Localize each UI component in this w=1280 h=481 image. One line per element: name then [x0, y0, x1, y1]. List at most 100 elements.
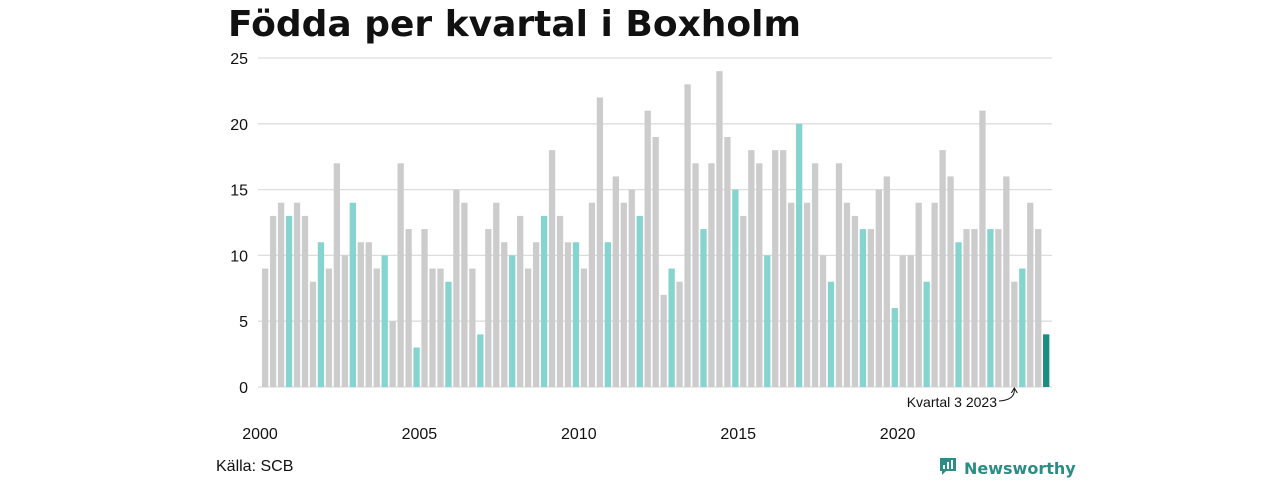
bar [477, 334, 484, 387]
bar [1035, 229, 1042, 387]
bar [971, 229, 978, 387]
y-tick-label: 15 [230, 183, 248, 200]
bar [429, 268, 436, 387]
bar [285, 215, 293, 387]
bar [309, 281, 317, 387]
bar [293, 202, 301, 387]
bar [1043, 334, 1050, 387]
bar [341, 255, 348, 387]
bar [317, 242, 325, 387]
bar [636, 215, 643, 387]
bar [803, 202, 811, 387]
x-tick-label: 2015 [720, 426, 756, 443]
bar [987, 229, 994, 387]
bar [772, 150, 779, 387]
bar [883, 176, 890, 387]
bar [509, 255, 516, 387]
bar [262, 268, 269, 387]
bar [788, 202, 795, 387]
bar [700, 229, 707, 387]
chart-title: Födda per kvartal i Boxholm [228, 4, 802, 45]
bar [756, 163, 763, 387]
y-tick-label: 25 [230, 51, 248, 68]
bar [301, 215, 309, 387]
bar [859, 229, 867, 387]
brand: Newsworthy [938, 456, 1076, 481]
y-tick-label: 10 [230, 248, 248, 265]
bar [469, 268, 476, 387]
bar [333, 163, 341, 387]
bar [620, 202, 627, 387]
bar [915, 202, 922, 387]
bar [349, 202, 356, 387]
bar [795, 123, 803, 388]
bar [389, 321, 396, 387]
bar [437, 268, 444, 387]
bar [405, 229, 412, 387]
bar [851, 215, 859, 387]
bar [365, 242, 372, 387]
bar [963, 229, 970, 387]
bar [588, 202, 596, 387]
bar [525, 268, 532, 387]
bar [668, 268, 675, 387]
bar [891, 308, 898, 387]
bar [732, 189, 739, 387]
bar [1019, 268, 1026, 387]
bar [269, 215, 277, 387]
bar [532, 242, 540, 387]
bar [1027, 202, 1034, 387]
bar [572, 242, 580, 387]
bar [835, 163, 843, 387]
bar [979, 110, 986, 387]
bar [461, 202, 468, 387]
annotation-arrow [998, 388, 1015, 402]
annotation-label: Kvartal 3 2023 [907, 394, 997, 410]
bar [453, 189, 460, 387]
bar [445, 281, 452, 387]
bar [277, 202, 285, 387]
bar [397, 163, 404, 387]
bars [262, 71, 1050, 388]
bar [373, 268, 380, 387]
y-tick-label: 0 [239, 380, 248, 397]
bar [580, 268, 588, 387]
bar [811, 163, 819, 387]
y-tick-label: 5 [239, 314, 248, 331]
bar [867, 229, 875, 387]
bar [556, 215, 564, 387]
bar [644, 110, 651, 387]
bar [947, 176, 954, 387]
bar [923, 281, 930, 387]
bar [939, 150, 946, 387]
bar [540, 215, 548, 387]
annotation: Kvartal 3 2023 [907, 387, 1018, 410]
bar [780, 150, 787, 387]
bar [660, 294, 667, 387]
bar [748, 150, 755, 387]
bar [995, 229, 1002, 387]
bar [1003, 176, 1010, 387]
bar [1011, 281, 1018, 387]
bar [357, 242, 364, 387]
x-tick-label: 2000 [242, 426, 278, 443]
newsworthy-logo-icon [938, 456, 958, 481]
bar [827, 281, 835, 387]
bar [684, 84, 691, 387]
bar [955, 242, 962, 387]
bar [501, 242, 508, 387]
annotation-arrowhead [1010, 387, 1018, 394]
bar [421, 229, 428, 387]
bar [493, 202, 500, 387]
bar [907, 255, 914, 387]
bar [875, 189, 882, 387]
bar [604, 242, 612, 387]
bar [716, 71, 723, 387]
bar [764, 255, 771, 387]
bar [628, 189, 635, 387]
bar [517, 215, 524, 387]
bar [596, 97, 604, 387]
brand-name: Newsworthy [964, 459, 1076, 478]
bar [692, 163, 699, 387]
